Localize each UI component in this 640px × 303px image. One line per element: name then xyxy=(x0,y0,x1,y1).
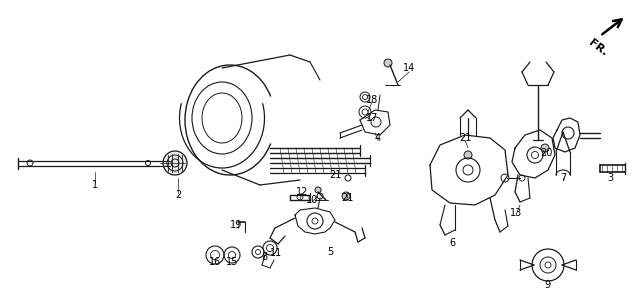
Text: 13: 13 xyxy=(510,208,522,218)
Text: 2: 2 xyxy=(175,190,181,200)
Text: 21: 21 xyxy=(341,193,353,203)
Text: 14: 14 xyxy=(403,63,415,73)
Circle shape xyxy=(342,192,350,200)
Text: 21: 21 xyxy=(459,133,471,143)
Circle shape xyxy=(163,151,187,175)
Text: 15: 15 xyxy=(226,257,238,267)
Text: 6: 6 xyxy=(449,238,455,248)
Text: 18: 18 xyxy=(366,95,378,105)
Text: 8: 8 xyxy=(261,252,267,262)
Circle shape xyxy=(541,144,549,152)
Text: 1: 1 xyxy=(92,180,98,190)
Text: 16: 16 xyxy=(209,257,221,267)
Text: 11: 11 xyxy=(270,248,282,258)
Text: 21: 21 xyxy=(329,170,341,180)
Text: 17: 17 xyxy=(366,113,378,123)
Text: FR.: FR. xyxy=(587,38,609,58)
Circle shape xyxy=(464,151,472,159)
Circle shape xyxy=(384,59,392,67)
Text: 9: 9 xyxy=(544,280,550,290)
Text: 5: 5 xyxy=(327,247,333,257)
Text: 4: 4 xyxy=(375,133,381,143)
Text: 12: 12 xyxy=(296,187,308,197)
Text: 19: 19 xyxy=(230,220,242,230)
Text: 3: 3 xyxy=(607,173,613,183)
Text: 7: 7 xyxy=(560,173,566,183)
Circle shape xyxy=(315,187,321,193)
Text: 20: 20 xyxy=(540,148,552,158)
Text: 10: 10 xyxy=(306,195,318,205)
